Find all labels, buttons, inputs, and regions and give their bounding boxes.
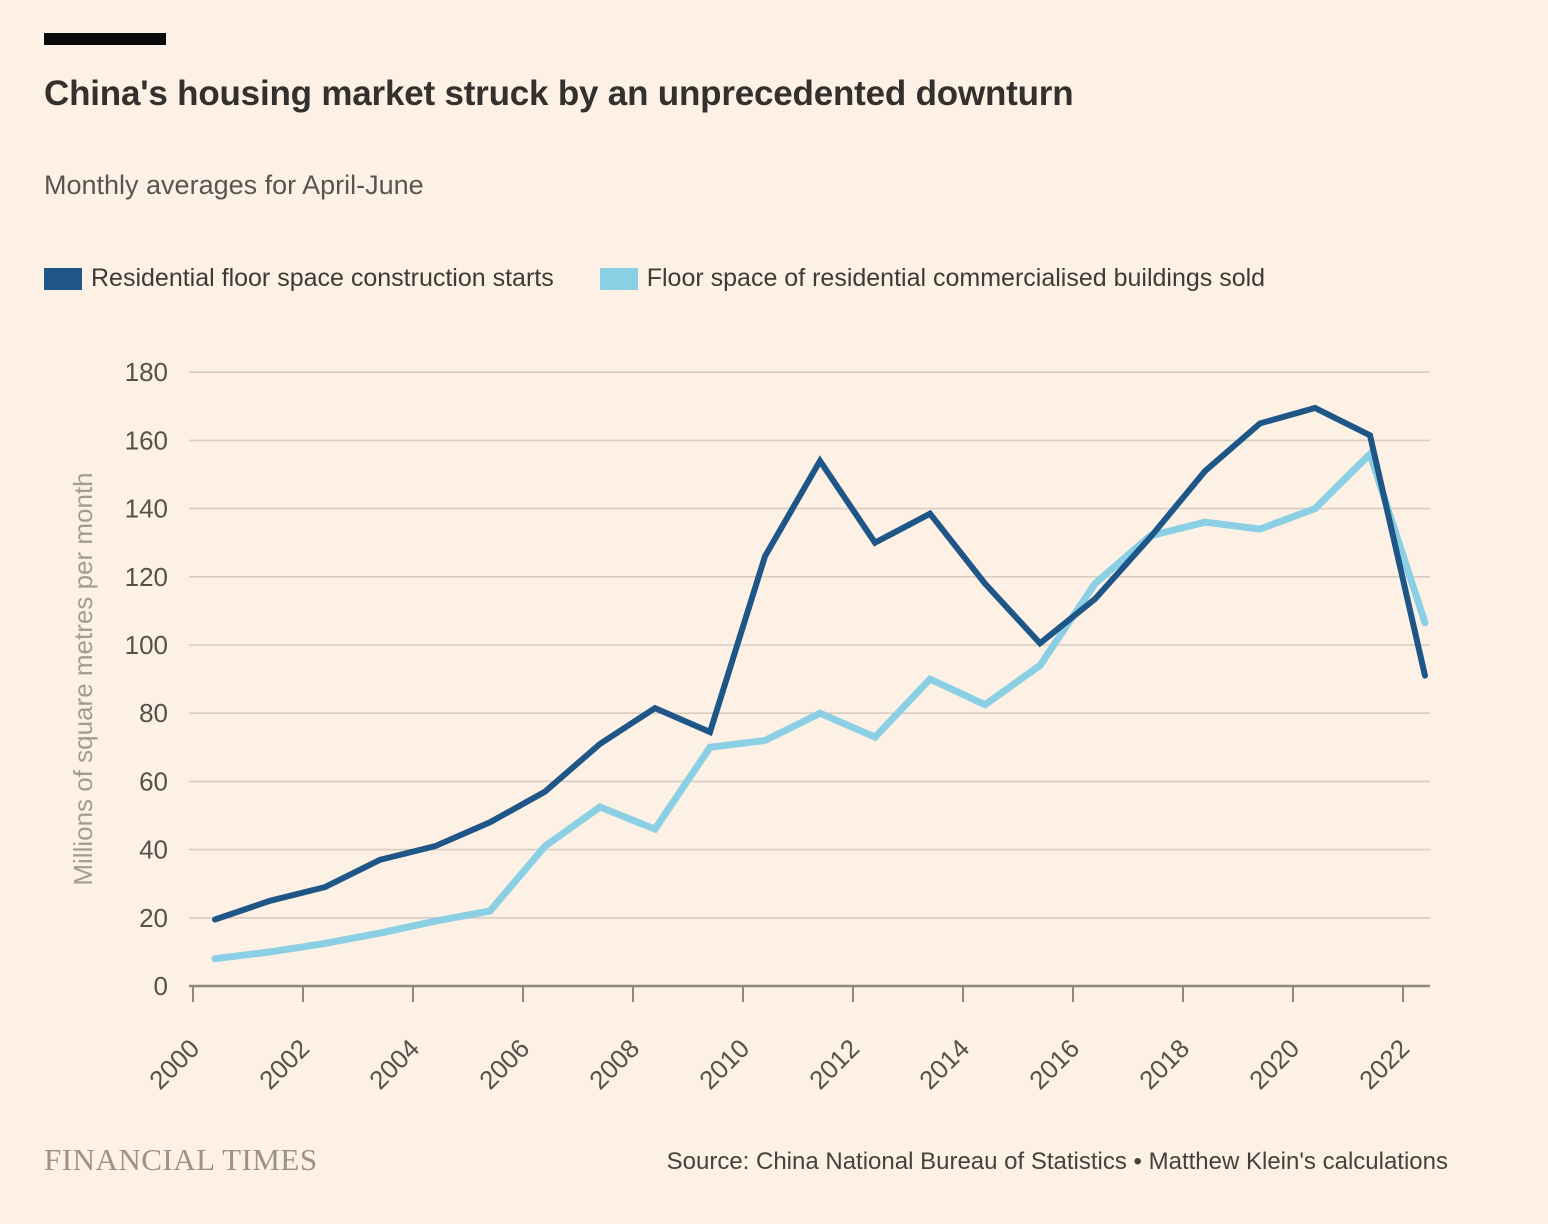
y-tick-label: 0 (154, 971, 168, 1001)
x-tick-label: 2022 (1353, 1033, 1415, 1095)
chart-title: China's housing market struck by an unpr… (44, 74, 1074, 113)
y-tick-label: 80 (139, 698, 168, 728)
x-tick-label: 2016 (1023, 1033, 1085, 1095)
x-tick-label: 2004 (363, 1033, 425, 1095)
source-note: Source: China National Bureau of Statist… (666, 1148, 1448, 1175)
legend-swatch-construction-starts (44, 267, 82, 290)
legend-item-construction-starts: Residential floor space construction sta… (44, 264, 554, 293)
x-tick-label: 2020 (1243, 1033, 1305, 1095)
y-tick-label: 180 (125, 357, 168, 387)
y-tick-label: 160 (125, 425, 168, 455)
legend-label-construction-starts: Residential floor space construction sta… (91, 264, 554, 292)
ft-logo: FINANCIAL TIMES (44, 1142, 318, 1177)
x-tick-label: 2010 (693, 1033, 755, 1095)
legend-item-floor-space-sold: Floor space of residential commercialise… (599, 264, 1266, 293)
chart-subtitle: Monthly averages for April-June (44, 170, 424, 200)
y-tick-label: 120 (125, 562, 168, 592)
y-tick-label: 40 (139, 835, 168, 865)
x-tick-label: 2018 (1133, 1033, 1195, 1095)
legend: Residential floor space construction sta… (44, 264, 1265, 293)
legend-swatch-floor-space-sold (599, 267, 638, 290)
x-tick-label: 2000 (143, 1033, 205, 1095)
series-line-floor-space-sold (211, 447, 1429, 963)
series-line-construction-starts (212, 404, 1428, 923)
y-tick-label: 140 (125, 494, 168, 524)
top-rule (44, 33, 166, 45)
y-tick-label: 60 (139, 766, 168, 796)
x-tick-label: 2006 (473, 1033, 535, 1095)
y-axis-title: Millions of square metres per month (68, 472, 98, 885)
x-tick-label: 2008 (583, 1033, 645, 1095)
x-tick-label: 2002 (253, 1033, 315, 1095)
y-tick-label: 100 (125, 630, 168, 660)
y-tick-label: 20 (139, 903, 168, 933)
x-tick-label: 2014 (913, 1033, 975, 1095)
x-tick-label: 2012 (803, 1033, 865, 1095)
legend-label-floor-space-sold: Floor space of residential commercialise… (646, 264, 1266, 292)
